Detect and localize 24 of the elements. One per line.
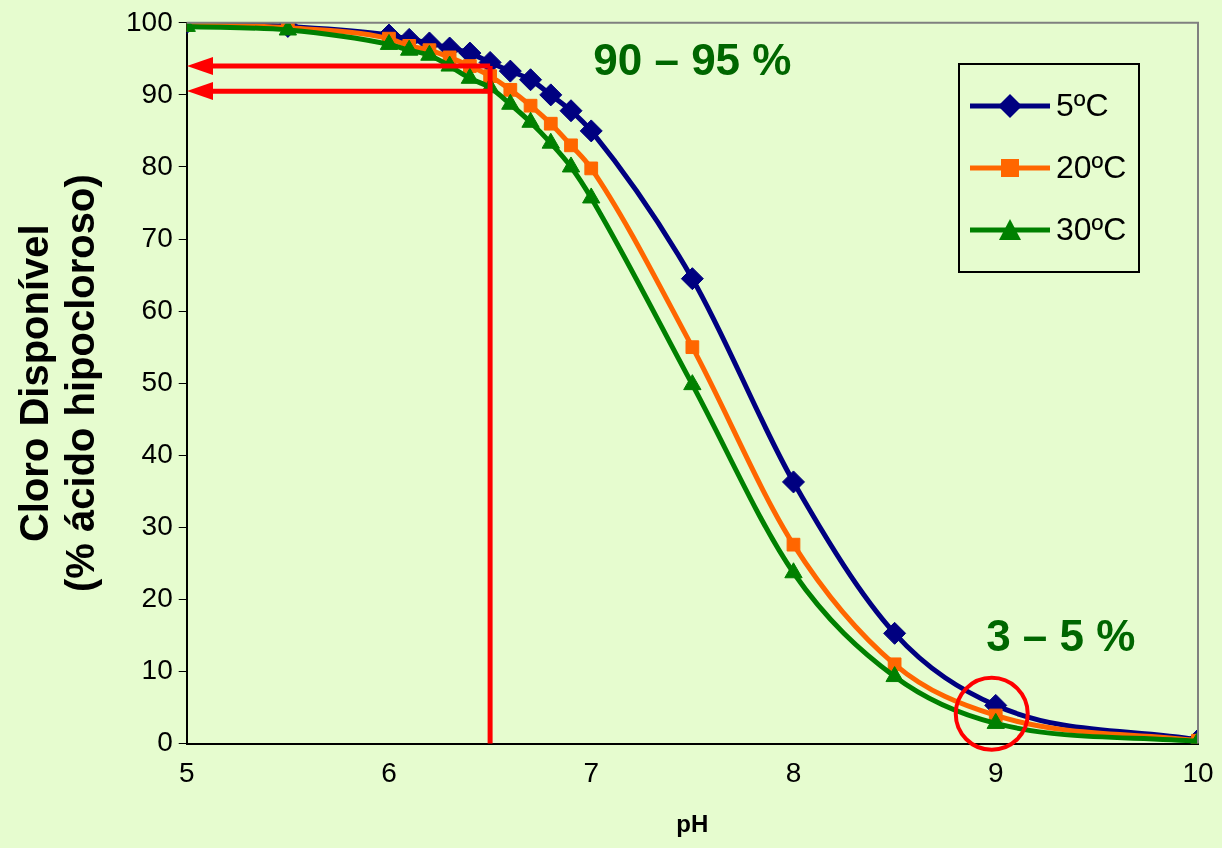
x-axis-title: pH — [676, 810, 709, 838]
x-tick-label: 7 — [583, 757, 600, 789]
annotation: 90 – 95 % — [593, 34, 792, 84]
y-tick-label: 60 — [141, 293, 173, 325]
y-tick-label: 40 — [141, 438, 173, 469]
legend-label: 30ºC — [1056, 211, 1127, 249]
y-tick-label: 70 — [141, 221, 173, 253]
y-tick-label: 20 — [141, 582, 173, 614]
y-tick-label: 50 — [141, 365, 173, 397]
y-tick-label: 80 — [141, 149, 173, 181]
y-tick-label: 30 — [141, 510, 173, 542]
x-tick-label: 6 — [381, 757, 397, 789]
y-axis-title: Cloro Disponível (% ácido hipocloroso) — [12, 174, 103, 593]
y-tick-label: 100 — [126, 5, 173, 37]
y-tick-label: 0 — [157, 726, 173, 758]
x-tick-label: 5 — [178, 757, 195, 789]
y-tick-label: 10 — [141, 654, 173, 686]
x-tick-label: 10 — [1182, 757, 1214, 789]
annotation: 3 – 5 % — [986, 610, 1136, 660]
x-tick-label: 9 — [987, 757, 1004, 789]
x-tick-label: 8 — [785, 757, 802, 789]
legend-label: 5ºC — [1056, 87, 1109, 125]
y-tick-label: 90 — [141, 77, 173, 109]
legend-label: 20ºC — [1056, 149, 1127, 187]
